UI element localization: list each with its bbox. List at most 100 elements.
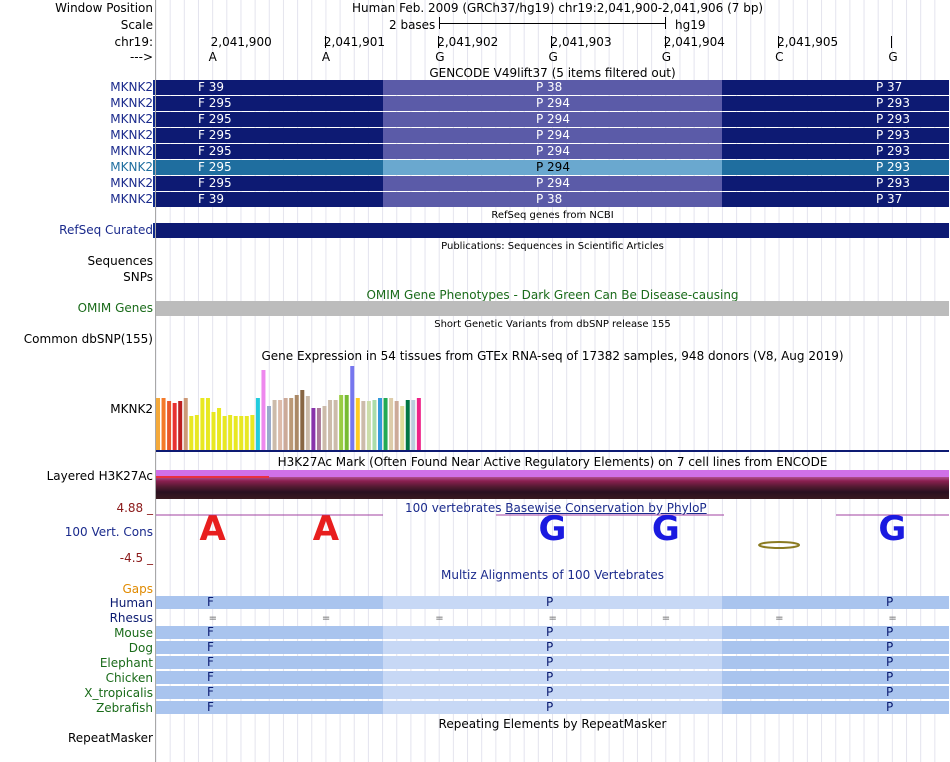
gtex-tissue-bar[interactable]: [316, 408, 321, 450]
multiz-block-middle[interactable]: [383, 641, 722, 654]
gencode-row-label[interactable]: MKNK2: [110, 160, 153, 174]
gene-exon-left[interactable]: [156, 176, 383, 191]
sequences-label[interactable]: Sequences: [87, 254, 153, 268]
gene-exon-middle[interactable]: [383, 176, 722, 191]
gtex-tissue-bar[interactable]: [355, 398, 360, 450]
gencode-row-label[interactable]: MKNK2: [110, 192, 153, 206]
gtex-tissue-bar[interactable]: [194, 415, 199, 450]
multiz-block-middle[interactable]: [383, 701, 722, 714]
multiz-block-left[interactable]: [156, 596, 383, 609]
gene-exon-right[interactable]: [722, 80, 949, 95]
multiz-block-right[interactable]: [722, 641, 949, 654]
multiz-species-label[interactable]: Human: [109, 596, 153, 610]
publications-track-title[interactable]: Publications: Sequences in Scientific Ar…: [441, 241, 664, 252]
gtex-tissue-bar[interactable]: [322, 406, 327, 450]
multiz-block-left[interactable]: [156, 671, 383, 684]
gencode-row-label[interactable]: MKNK2: [110, 128, 153, 142]
repeatmasker-track-label[interactable]: RepeatMasker: [67, 731, 153, 745]
multiz-block-right[interactable]: [722, 671, 949, 684]
gene-exon-right[interactable]: [722, 160, 949, 175]
gene-exon-middle[interactable]: [383, 160, 722, 175]
repeatmasker-track-title[interactable]: Repeating Elements by RepeatMasker: [438, 717, 667, 731]
gtex-tissue-bar[interactable]: [300, 390, 305, 450]
gene-exon-middle[interactable]: [383, 112, 722, 127]
refseq-gene-bar[interactable]: [156, 223, 949, 238]
multiz-species-label[interactable]: Mouse: [114, 626, 153, 640]
gtex-tissue-bar[interactable]: [255, 398, 260, 450]
gtex-tissue-bar[interactable]: [183, 398, 188, 450]
multiz-block-left[interactable]: [156, 656, 383, 669]
gtex-tissue-bar[interactable]: [267, 406, 271, 450]
gtex-tissue-bar[interactable]: [333, 400, 338, 450]
gtex-tissue-bar[interactable]: [178, 401, 183, 450]
base-letter[interactable]: G: [888, 50, 898, 64]
gtex-tissue-bar[interactable]: [250, 415, 255, 450]
gene-exon-left[interactable]: [156, 128, 383, 143]
gtex-tissue-bar[interactable]: [172, 403, 177, 450]
gtex-tissue-bar[interactable]: [233, 416, 238, 450]
gtex-tissue-bar[interactable]: [394, 401, 399, 450]
gene-exon-left[interactable]: [156, 80, 383, 95]
multiz-block-right[interactable]: [722, 626, 949, 639]
gtex-tissue-bar[interactable]: [294, 395, 299, 450]
multiz-species-label[interactable]: Rhesus: [109, 611, 153, 625]
snps-label[interactable]: SNPs: [123, 270, 153, 284]
gene-exon-right[interactable]: [722, 128, 949, 143]
gene-exon-middle[interactable]: [383, 80, 722, 95]
gene-exon-left[interactable]: [156, 192, 383, 207]
multiz-track-title[interactable]: Multiz Alignments of 100 Vertebrates: [440, 568, 665, 582]
base-letter[interactable]: A: [208, 50, 217, 64]
gencode-track-title[interactable]: GENCODE V49lift37 (5 items filtered out): [429, 66, 676, 80]
gene-exon-middle[interactable]: [383, 128, 722, 143]
gtex-tissue-bar[interactable]: [400, 406, 405, 450]
base-letter[interactable]: A: [321, 50, 331, 64]
base-letter[interactable]: C: [775, 50, 784, 64]
multiz-block-left[interactable]: [156, 686, 383, 699]
gtex-tissue-bar[interactable]: [211, 412, 216, 450]
gtex-tissue-bar[interactable]: [228, 415, 233, 450]
gtex-tissue-bar[interactable]: [278, 400, 283, 450]
refseq-track-label[interactable]: RefSeq Curated: [59, 223, 153, 237]
gtex-tissue-bar[interactable]: [161, 398, 166, 450]
multiz-block-left[interactable]: [156, 626, 383, 639]
gene-exon-left[interactable]: [156, 144, 383, 159]
gtex-tissue-bar[interactable]: [217, 408, 222, 450]
gene-exon-right[interactable]: [722, 144, 949, 159]
gene-exon-right[interactable]: [722, 176, 949, 191]
gtex-track-label[interactable]: MKNK2: [110, 402, 153, 416]
cons-title-link[interactable]: Basewise Conservation by PhyloP: [505, 501, 707, 515]
h3k27ac-track-title[interactable]: H3K27Ac Mark (Often Found Near Active Re…: [277, 455, 828, 469]
gtex-tissue-bar[interactable]: [350, 366, 355, 450]
multiz-block-left[interactable]: [156, 641, 383, 654]
gtex-tissue-bar[interactable]: [200, 398, 205, 450]
gtex-tissue-bar[interactable]: [411, 400, 416, 450]
gtex-tissue-bar[interactable]: [272, 400, 277, 450]
multiz-block-middle[interactable]: [383, 626, 722, 639]
gtex-tissue-bar[interactable]: [305, 396, 310, 450]
multiz-species-label[interactable]: Dog: [128, 641, 153, 655]
gene-exon-right[interactable]: [722, 96, 949, 111]
gtex-tissue-bar[interactable]: [311, 408, 316, 450]
multiz-block-left[interactable]: [156, 701, 383, 714]
multiz-block-middle[interactable]: [383, 686, 722, 699]
gtex-tissue-bar[interactable]: [383, 398, 388, 450]
multiz-block-right[interactable]: [722, 656, 949, 669]
multiz-block-right[interactable]: [722, 596, 949, 609]
gene-exon-left[interactable]: [156, 96, 383, 111]
gtex-tissue-bar[interactable]: [405, 400, 410, 450]
gencode-row-label[interactable]: MKNK2: [110, 80, 153, 94]
cons-track-label[interactable]: 100 Vert. Cons: [64, 525, 153, 539]
gtex-tissue-bar[interactable]: [156, 398, 160, 450]
multiz-species-label[interactable]: Elephant: [99, 656, 153, 670]
gene-exon-middle[interactable]: [383, 144, 722, 159]
gtex-tissue-bar[interactable]: [222, 416, 227, 450]
gtex-tissue-bar[interactable]: [283, 398, 288, 450]
omim-phenotype-bar[interactable]: [156, 301, 949, 316]
gene-exon-middle[interactable]: [383, 96, 722, 111]
multiz-block-right[interactable]: [722, 701, 949, 714]
multiz-block-middle[interactable]: [383, 671, 722, 684]
gene-exon-right[interactable]: [722, 192, 949, 207]
h3k27ac-track-label[interactable]: Layered H3K27Ac: [46, 469, 153, 483]
gaps-label[interactable]: Gaps: [122, 582, 153, 596]
